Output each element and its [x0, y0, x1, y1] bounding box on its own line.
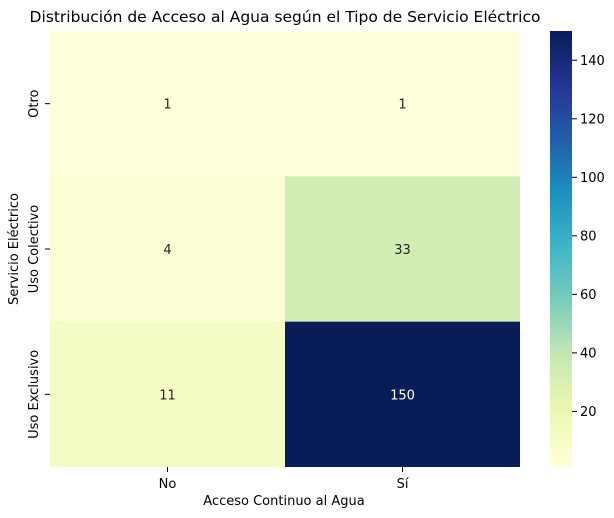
x-axis-ticks: No Sí — [159, 467, 409, 492]
colorbar — [550, 31, 572, 467]
colorbar-tick-label: 40 — [580, 346, 597, 361]
heatmap-cells — [50, 31, 520, 467]
colorbar-tick-label: 60 — [580, 288, 597, 303]
colorbar-tick-label: 80 — [580, 229, 597, 244]
cell-annotation: 4 — [163, 243, 171, 258]
x-axis-label: Acceso Continuo al Agua — [203, 494, 364, 509]
x-tick-label: No — [159, 477, 177, 492]
cell-annotation: 11 — [159, 388, 176, 403]
chart-title: Distribución de Acceso al Agua según el … — [30, 8, 541, 26]
y-tick-label: Uso Exclusivo — [27, 350, 42, 439]
colorbar-tick-label: 20 — [580, 405, 597, 420]
cell-annotation: 150 — [390, 388, 415, 403]
cell-annotation: 1 — [163, 98, 171, 113]
colorbar-ticks: 20 40 60 80 100 120 140 — [572, 54, 605, 420]
y-axis-ticks: Otro Uso Colectivo Uso Exclusivo — [27, 89, 50, 439]
cell-annotation: 1 — [398, 98, 406, 113]
y-axis-label: Servicio Eléctrico — [7, 193, 22, 305]
x-tick-label: Sí — [397, 477, 409, 492]
colorbar-tick-label: 100 — [580, 171, 605, 186]
heatmap-cell — [285, 31, 520, 177]
colorbar-tick-label: 140 — [580, 54, 605, 69]
heatmap-cell — [50, 176, 285, 322]
heatmap-cell — [285, 176, 520, 322]
cell-annotation: 33 — [394, 243, 411, 258]
heatmap-cell — [50, 31, 285, 177]
y-tick-label: Uso Colectivo — [27, 205, 42, 294]
heatmap-cell — [285, 321, 520, 467]
heatmap-cell — [50, 321, 285, 467]
y-tick-label: Otro — [27, 89, 42, 117]
colorbar-tick-label: 120 — [580, 112, 605, 127]
